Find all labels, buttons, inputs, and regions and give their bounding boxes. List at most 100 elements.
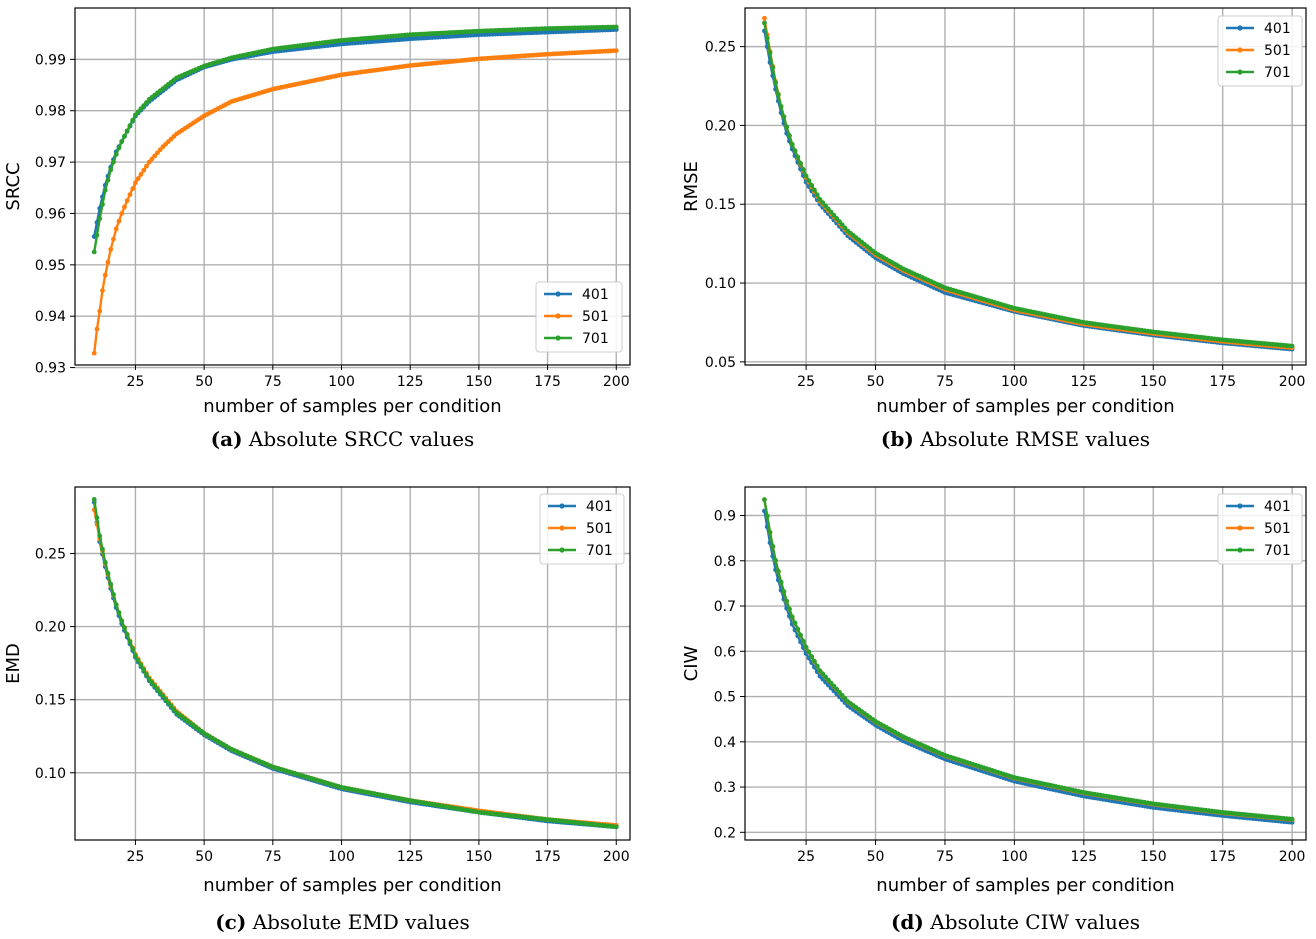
y-tick-label: 0.3 (714, 780, 736, 796)
data-point (834, 216, 840, 221)
data-point (102, 559, 108, 565)
series-line (93, 499, 617, 829)
data-point (762, 20, 767, 26)
data-point (116, 218, 122, 224)
data-point (792, 148, 798, 154)
x-tick-label: 50 (195, 374, 213, 390)
caption-text: Absolute EMD values (246, 910, 470, 934)
data-point (825, 206, 831, 212)
series-701 (91, 497, 619, 830)
data-point (157, 690, 163, 696)
legend: 401 501 701 (1217, 15, 1303, 87)
legend: 401 501 701 (539, 493, 625, 565)
data-point (97, 216, 103, 222)
data-point (809, 654, 815, 660)
y-tick-label: 0.25 (705, 40, 736, 56)
x-tick-label: 125 (397, 374, 424, 390)
legend-box (1217, 15, 1303, 87)
y-tick-label: 0.25 (35, 547, 66, 563)
data-point (133, 653, 138, 659)
y-tick-label: 0.15 (705, 197, 736, 213)
data-point (122, 133, 127, 139)
caption-tag: (a) (211, 427, 243, 451)
data-point (842, 696, 848, 701)
series-line (93, 28, 617, 237)
data-point (787, 133, 792, 139)
legend-swatch-marker (1237, 69, 1243, 75)
data-point (160, 693, 166, 699)
data-point (789, 141, 795, 147)
data-point (764, 513, 770, 519)
data-point (831, 683, 837, 689)
x-tick-label: 75 (264, 849, 282, 865)
legend-swatch-marker (555, 313, 561, 319)
x-tick-label: 150 (1140, 849, 1167, 865)
legend-swatch-marker (1237, 503, 1243, 509)
data-point (803, 644, 809, 650)
data-point (775, 92, 781, 98)
y-tick-label: 0.20 (35, 620, 66, 636)
data-point (773, 557, 778, 563)
data-point (94, 326, 100, 332)
plot-frame (744, 7, 1307, 366)
series-701 (762, 20, 1295, 349)
data-point (817, 197, 823, 202)
legend-label: 701 (1264, 65, 1291, 81)
legend-swatch-marker (1237, 525, 1243, 531)
x-tick-label: 175 (1209, 374, 1236, 390)
data-point (157, 147, 163, 153)
data-point (127, 123, 133, 128)
legend-item-401: 401 (1226, 21, 1291, 37)
legend-box (539, 493, 625, 565)
data-point (133, 180, 138, 186)
data-point (828, 680, 834, 686)
x-tick-label: 25 (127, 374, 145, 390)
y-axis-label: CIW (681, 645, 702, 681)
legend: 401 501 701 (1217, 493, 1303, 565)
data-point (116, 610, 122, 616)
caption-tag: (c) (215, 910, 246, 934)
data-point (800, 167, 806, 172)
data-point (1289, 816, 1295, 822)
x-tick-label: 125 (1070, 374, 1097, 390)
legend-box (535, 281, 623, 353)
series-line (763, 510, 1293, 824)
data-point (762, 15, 767, 21)
data-point (798, 160, 803, 166)
data-point (613, 48, 619, 54)
data-point (146, 676, 152, 682)
data-point (130, 117, 136, 123)
chart-b: 25 50 75 100 125 150 175 200 0.05 0.10 0.15 0.20 0.2… (681, 7, 1307, 451)
data-point (119, 139, 125, 144)
legend-swatch-marker (559, 547, 565, 553)
series-line (763, 18, 1293, 349)
legend-label: 401 (586, 499, 613, 515)
legend-item-701: 701 (548, 543, 613, 559)
data-point (127, 192, 133, 198)
series-501 (762, 497, 1295, 823)
legend-box (1217, 493, 1303, 565)
data-point (781, 114, 787, 120)
legend-swatch-marker (555, 335, 561, 341)
x-tick-label: 100 (328, 849, 355, 865)
x-tick-label: 150 (1140, 374, 1167, 390)
data-point (113, 226, 119, 232)
legend-label: 501 (582, 309, 609, 325)
legend-item-701: 701 (544, 331, 609, 347)
data-point (127, 639, 133, 645)
series-line (93, 509, 617, 827)
y-tick-label: 0.94 (35, 309, 66, 325)
data-point (124, 198, 130, 204)
x-tick-label: 200 (1279, 849, 1306, 865)
y-tick-label: 0.05 (705, 355, 736, 371)
x-tick-label: 200 (603, 374, 630, 390)
data-point (806, 178, 812, 183)
x-tick-label: 100 (1001, 849, 1028, 865)
x-tick-label: 50 (867, 849, 885, 865)
series-line (763, 30, 1293, 351)
data-point (839, 692, 845, 698)
legend: 401 501 701 (535, 281, 623, 353)
legend-item-501: 501 (1226, 43, 1291, 59)
series-701 (762, 497, 1295, 822)
